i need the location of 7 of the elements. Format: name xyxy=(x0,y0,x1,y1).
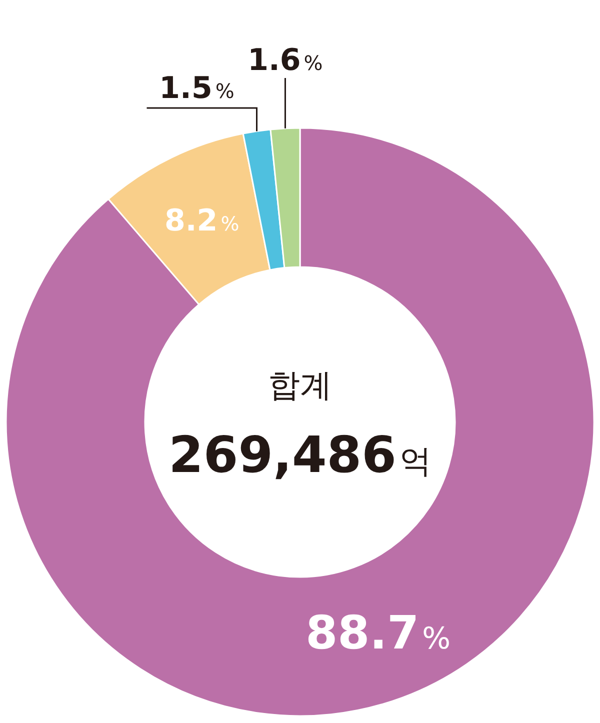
donut-slice xyxy=(6,127,595,717)
text: 269,486억 xyxy=(168,426,432,484)
data-label: 1.6% xyxy=(248,43,323,78)
data-label: 88.7% xyxy=(306,606,450,660)
text: 합계 xyxy=(268,366,332,404)
data-label: 1.5% xyxy=(159,71,234,106)
data-label: 8.2% xyxy=(164,204,240,239)
